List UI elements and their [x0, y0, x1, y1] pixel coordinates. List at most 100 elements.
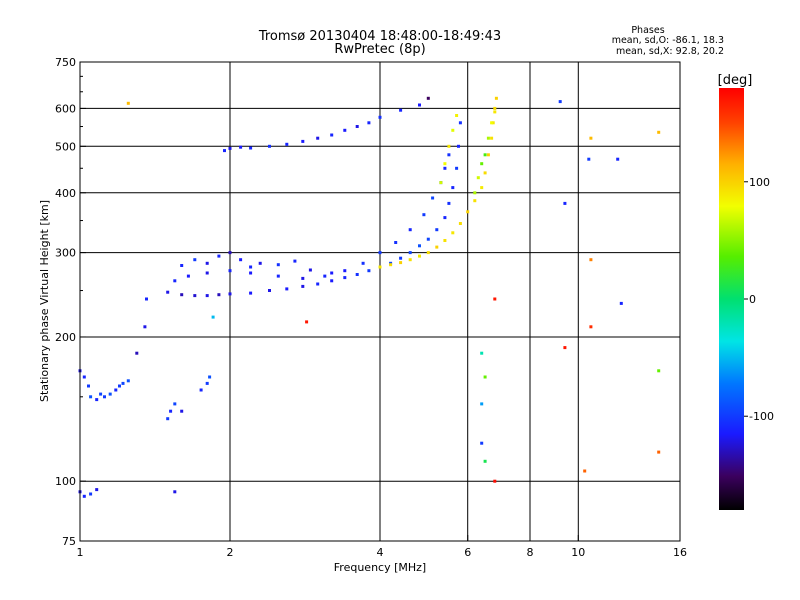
x-tick-label: 4 — [377, 546, 384, 559]
data-point — [443, 166, 447, 170]
data-point — [276, 274, 280, 278]
data-point — [95, 398, 99, 402]
data-point — [583, 469, 587, 473]
data-point — [494, 96, 498, 100]
data-point — [483, 459, 487, 463]
data-point — [301, 276, 305, 280]
data-point — [285, 142, 289, 146]
data-point — [493, 297, 497, 301]
data-point — [301, 139, 305, 143]
data-point — [330, 279, 334, 283]
data-point — [408, 228, 412, 232]
colorbar-ticks: 100 0 -100 — [744, 176, 774, 423]
data-point — [361, 261, 365, 265]
data-point — [589, 325, 593, 329]
data-point — [473, 191, 477, 195]
chart-title: Tromsø 20130404 18:48:00-18:49:43 — [258, 29, 501, 44]
data-point — [483, 171, 487, 175]
data-point — [205, 261, 209, 265]
data-point — [657, 369, 661, 373]
data-point — [435, 228, 439, 232]
data-point — [330, 271, 334, 275]
data-point — [205, 294, 209, 298]
data-point — [455, 166, 459, 170]
data-point — [480, 186, 484, 190]
data-point — [447, 201, 451, 205]
data-point — [143, 325, 147, 329]
stats-x-mode: mean, sd,X: 92.8, 20.2 — [616, 46, 724, 57]
data-point — [451, 128, 455, 132]
data-point — [211, 315, 215, 319]
data-point — [451, 231, 455, 235]
data-point — [249, 291, 253, 295]
data-point — [483, 375, 487, 379]
data-point — [422, 213, 426, 217]
data-point — [95, 488, 99, 492]
data-point — [589, 136, 593, 140]
data-point — [367, 121, 371, 125]
data-point — [169, 409, 173, 413]
data-point — [447, 153, 451, 157]
data-point — [443, 216, 447, 220]
data-point — [126, 379, 130, 383]
data-point — [228, 292, 232, 296]
data-point — [330, 133, 334, 137]
data-point — [180, 264, 184, 267]
chart-subtitle: RwPretec (8p) — [334, 42, 425, 57]
data-point — [323, 274, 327, 278]
data-point — [193, 294, 197, 298]
y-tick-label: 75 — [62, 535, 76, 548]
data-point — [443, 239, 447, 242]
data-point — [239, 258, 243, 262]
y-axis-label: Stationary phase Virtual Height [km] — [38, 200, 51, 402]
data-points — [78, 96, 661, 498]
data-point — [249, 265, 253, 269]
data-point — [228, 251, 232, 255]
data-point — [249, 146, 253, 150]
data-point — [239, 145, 243, 149]
x-tick-label: 6 — [464, 546, 471, 559]
data-point — [657, 450, 661, 454]
data-point — [228, 146, 232, 150]
data-point — [293, 259, 297, 263]
data-point — [301, 284, 305, 288]
data-point — [493, 479, 497, 483]
data-point — [480, 162, 484, 166]
data-point — [82, 494, 86, 498]
data-point — [563, 201, 567, 205]
data-point — [145, 297, 148, 301]
y-tick-label: 750 — [55, 56, 76, 69]
data-point — [316, 282, 320, 286]
data-point — [563, 346, 567, 350]
data-point — [486, 153, 490, 157]
data-point — [173, 279, 177, 283]
colorbar-tick-label: -100 — [749, 410, 774, 423]
data-point — [408, 258, 412, 262]
data-point — [355, 125, 359, 128]
data-point — [173, 490, 177, 494]
data-point — [418, 244, 421, 248]
data-point — [343, 269, 347, 273]
y-tick-label: 300 — [55, 247, 76, 260]
data-point — [490, 121, 494, 125]
data-point — [426, 251, 430, 255]
data-point — [493, 106, 497, 110]
data-point — [258, 261, 262, 265]
data-point — [166, 290, 170, 294]
data-point — [378, 265, 382, 269]
data-point — [367, 269, 371, 273]
data-point — [587, 157, 591, 161]
y-tick-label: 100 — [55, 475, 76, 488]
data-point — [399, 256, 403, 260]
data-point — [268, 144, 271, 148]
y-tick-label: 400 — [55, 187, 76, 200]
data-point — [103, 395, 106, 399]
data-point — [308, 268, 312, 272]
data-point — [228, 269, 232, 273]
data-point — [619, 301, 623, 305]
colorbar-label: [deg] — [718, 73, 753, 88]
x-tick-label: 2 — [227, 546, 234, 559]
data-point — [657, 130, 661, 134]
data-point — [217, 293, 221, 297]
data-point — [208, 375, 212, 379]
